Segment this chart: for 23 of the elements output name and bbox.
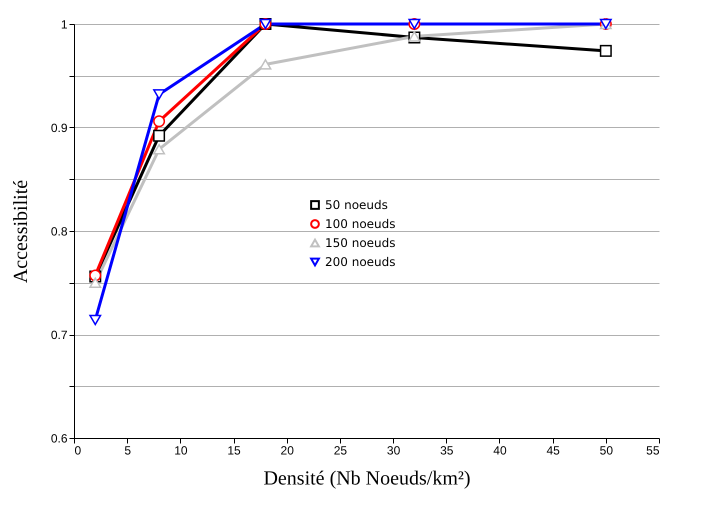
x-axis-title: Densité (Nb Noeuds/km²): [263, 468, 471, 490]
x-tick-label: 15: [227, 444, 242, 458]
legend-label: 150 noeuds: [325, 236, 396, 250]
y-tick-label: 0.9: [50, 121, 68, 135]
x-tick-label: 0: [74, 444, 82, 458]
y-tick-label: 0.7: [50, 328, 68, 342]
legend-label: 100 noeuds: [325, 217, 396, 231]
y-tick-label: 1: [60, 18, 68, 32]
legend-label: 50 noeuds: [325, 198, 388, 212]
x-tick-label: 25: [334, 444, 348, 458]
x-tick-label: 55: [646, 444, 660, 458]
x-tick-label: 50: [600, 444, 614, 458]
x-tick-label: 30: [386, 444, 401, 458]
x-tick-label: 5: [124, 444, 132, 458]
x-tick-label: 45: [546, 444, 560, 458]
y-tick-label: 0.8: [50, 224, 68, 238]
legend-label: 200 noeuds: [325, 255, 396, 269]
x-tick-label: 40: [493, 444, 507, 458]
y-axis-title: Accessibilité: [10, 180, 32, 284]
x-tick-label: 35: [440, 444, 454, 458]
y-tick-label: 0.6: [50, 432, 68, 446]
x-tick-label: 20: [280, 444, 294, 458]
x-tick-label: 10: [174, 444, 188, 458]
